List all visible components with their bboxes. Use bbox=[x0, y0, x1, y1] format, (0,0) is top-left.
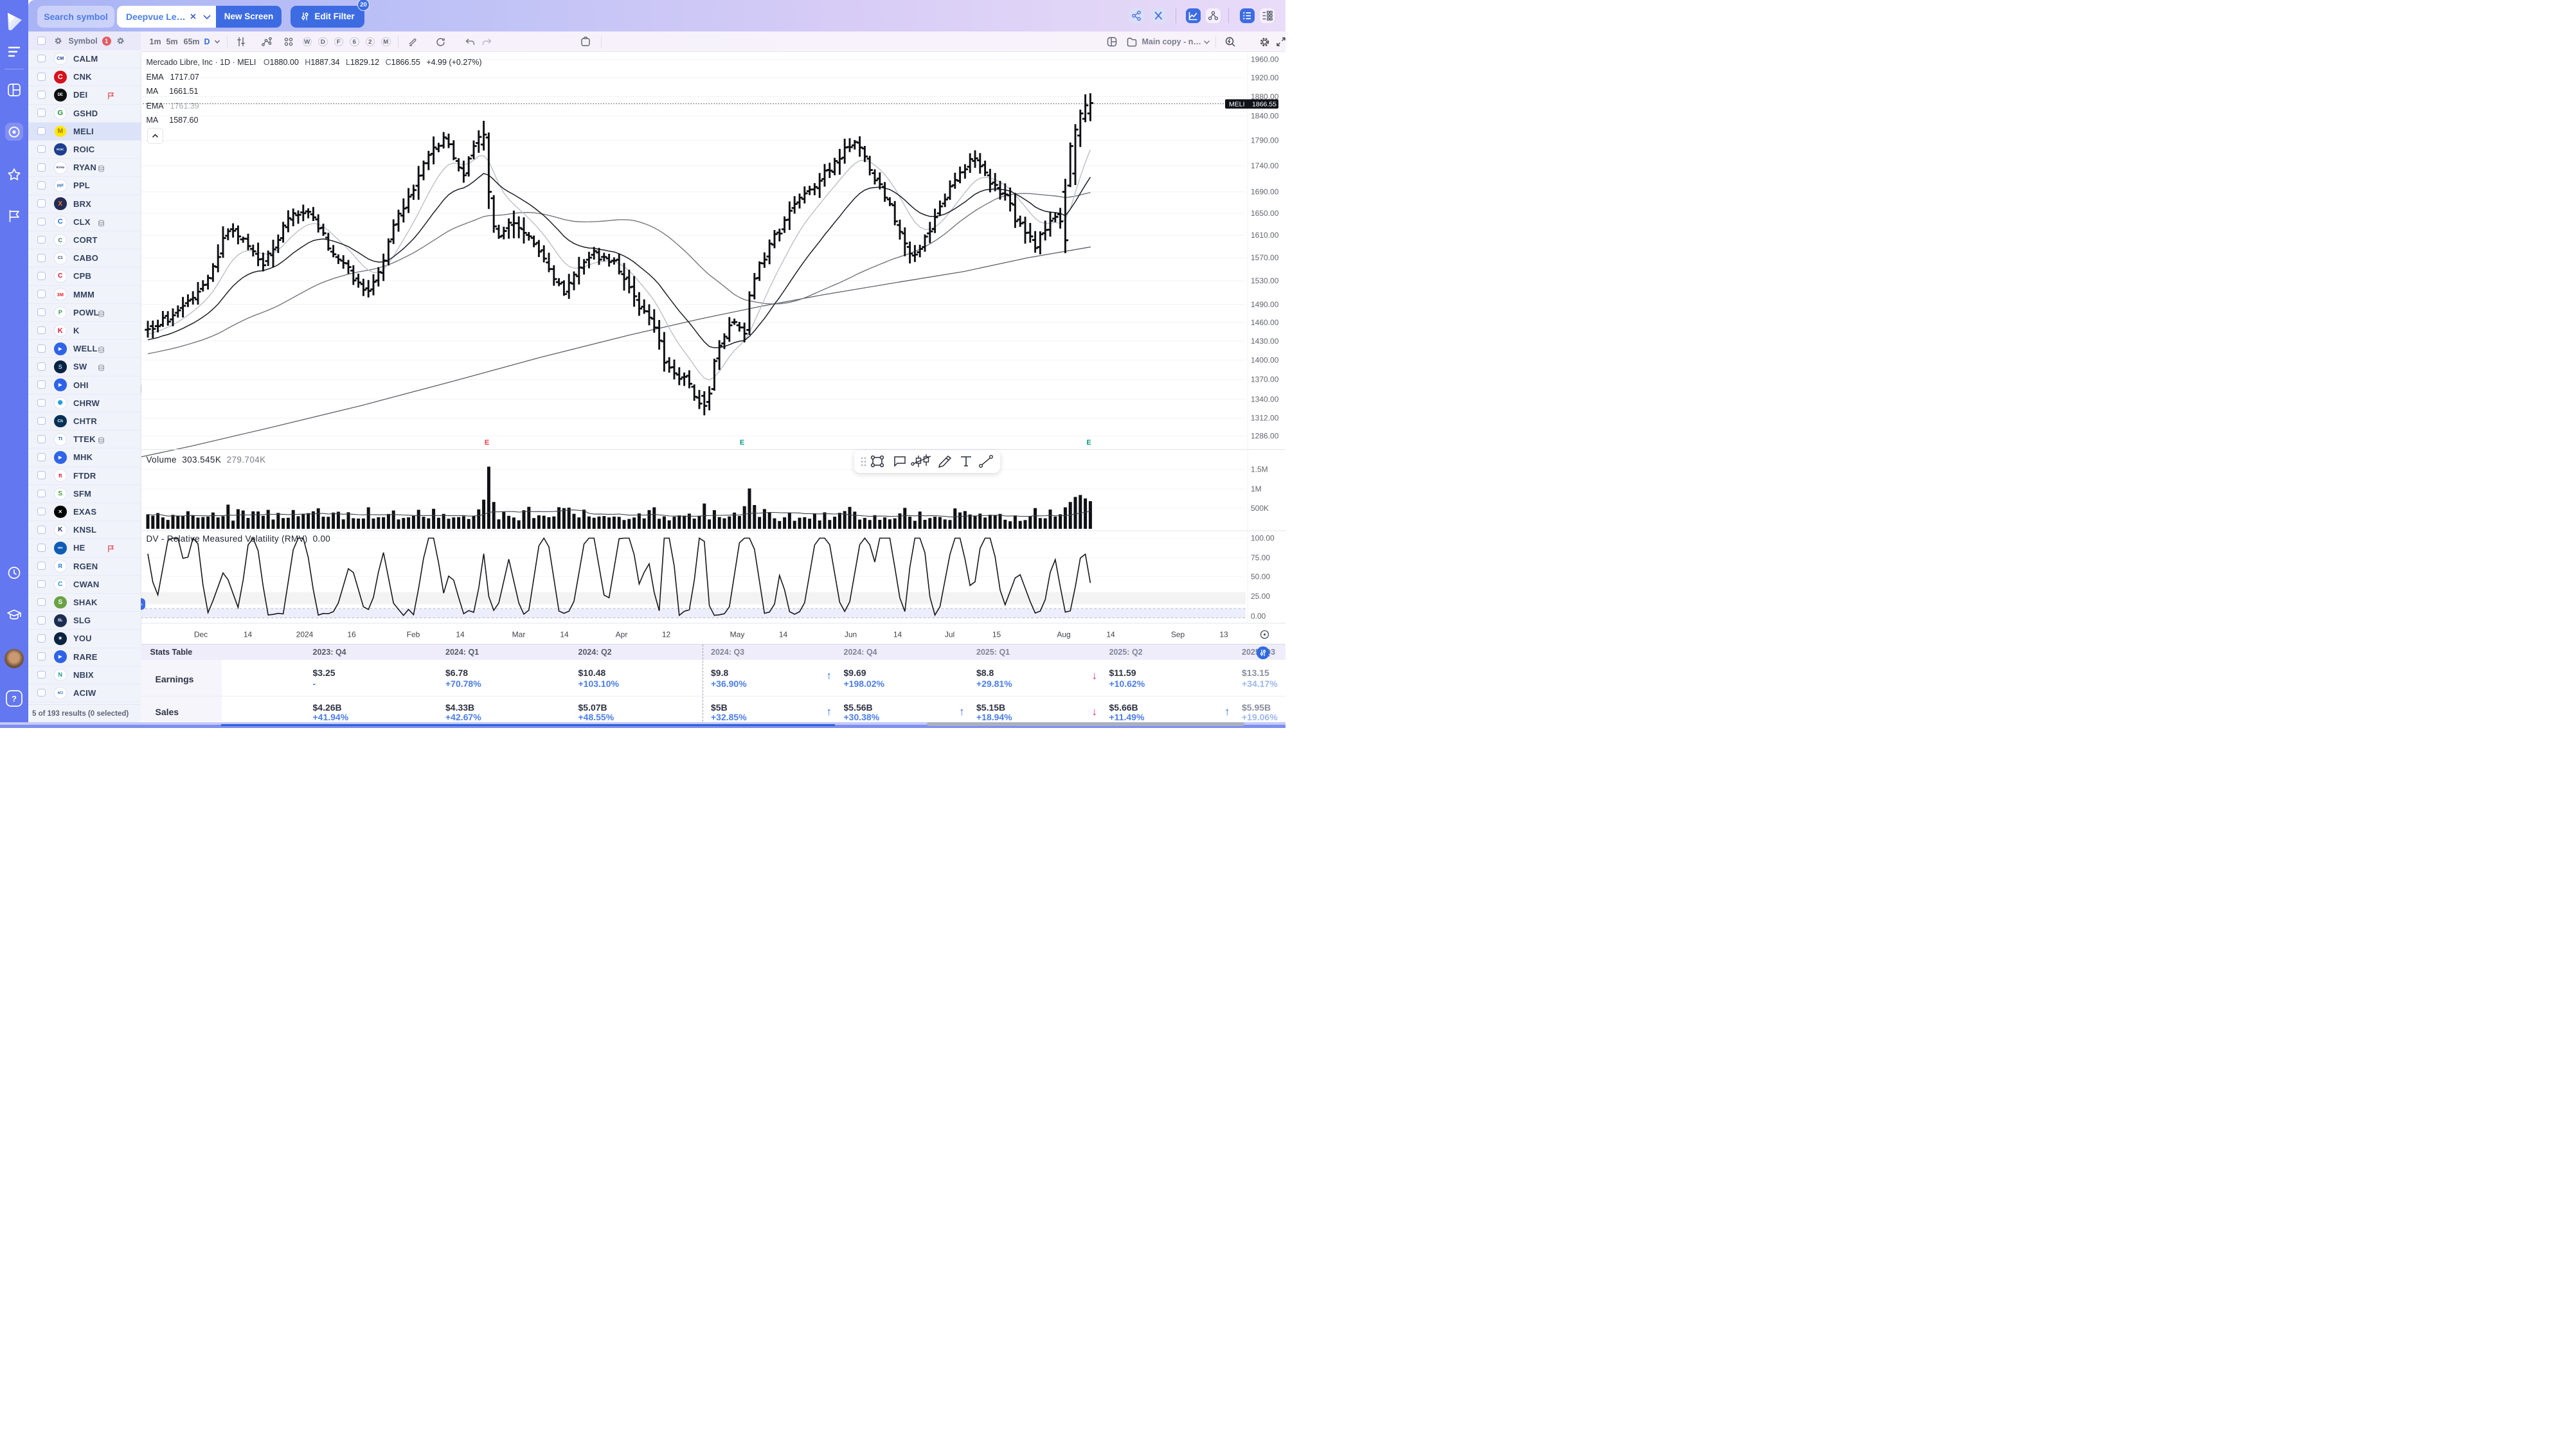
svg-text:1460.00: 1460.00 bbox=[1251, 318, 1279, 327]
svg-text:1.5M: 1.5M bbox=[1251, 465, 1268, 474]
svg-text:1312.00: 1312.00 bbox=[1251, 414, 1279, 423]
svg-text:13: 13 bbox=[1219, 630, 1228, 639]
svg-text:1M: 1M bbox=[1251, 484, 1262, 493]
svg-text:Aug: Aug bbox=[1057, 630, 1070, 639]
svg-text:16: 16 bbox=[347, 630, 356, 639]
svg-text:Jun: Jun bbox=[845, 630, 857, 639]
svg-text:Jul: Jul bbox=[945, 630, 954, 639]
svg-text:25.00: 25.00 bbox=[1251, 592, 1270, 601]
svg-text:50.00: 50.00 bbox=[1251, 573, 1270, 582]
svg-text:Apr: Apr bbox=[616, 630, 628, 639]
svg-text:14: 14 bbox=[1106, 630, 1115, 639]
svg-text:1610.00: 1610.00 bbox=[1251, 231, 1279, 240]
svg-text:1530.00: 1530.00 bbox=[1251, 276, 1279, 285]
svg-text:1740.00: 1740.00 bbox=[1251, 161, 1279, 170]
svg-text:100.00: 100.00 bbox=[1251, 534, 1275, 543]
svg-text:1370.00: 1370.00 bbox=[1251, 375, 1279, 384]
svg-text:E: E bbox=[485, 439, 489, 447]
svg-text:1570.00: 1570.00 bbox=[1251, 253, 1279, 262]
svg-text:14: 14 bbox=[893, 630, 902, 639]
svg-text:Mar: Mar bbox=[512, 630, 526, 639]
svg-text:0.00: 0.00 bbox=[1251, 612, 1266, 621]
svg-text:1866.55: 1866.55 bbox=[1252, 101, 1277, 109]
svg-text:12: 12 bbox=[662, 630, 671, 639]
svg-text:1430.00: 1430.00 bbox=[1251, 337, 1279, 346]
svg-text:1650.00: 1650.00 bbox=[1251, 209, 1279, 218]
svg-text:1920.00: 1920.00 bbox=[1251, 73, 1279, 82]
svg-text:15: 15 bbox=[992, 630, 1001, 639]
svg-text:May: May bbox=[730, 630, 745, 639]
svg-text:1840.00: 1840.00 bbox=[1251, 111, 1279, 120]
svg-text:Sep: Sep bbox=[1171, 630, 1185, 639]
svg-text:14: 14 bbox=[244, 630, 253, 639]
svg-text:1286.00: 1286.00 bbox=[1251, 432, 1279, 441]
svg-text:E: E bbox=[1086, 439, 1091, 447]
svg-text:E: E bbox=[740, 439, 744, 447]
svg-text:Dec: Dec bbox=[194, 630, 208, 639]
svg-text:MELI: MELI bbox=[1229, 101, 1245, 109]
svg-text:1690.00: 1690.00 bbox=[1251, 188, 1279, 197]
svg-text:1790.00: 1790.00 bbox=[1251, 136, 1279, 145]
svg-text:14: 14 bbox=[779, 630, 788, 639]
svg-text:?: ? bbox=[12, 694, 17, 704]
svg-text:2024: 2024 bbox=[296, 630, 314, 639]
svg-text:14: 14 bbox=[560, 630, 569, 639]
svg-text:Feb: Feb bbox=[407, 630, 420, 639]
svg-text:1880.00: 1880.00 bbox=[1251, 93, 1279, 102]
svg-text:1490.00: 1490.00 bbox=[1251, 300, 1279, 309]
svg-text:1400.00: 1400.00 bbox=[1251, 355, 1279, 364]
svg-text:1960.00: 1960.00 bbox=[1251, 55, 1279, 64]
svg-text:14: 14 bbox=[456, 630, 465, 639]
svg-text:1340.00: 1340.00 bbox=[1251, 395, 1279, 404]
svg-text:500K: 500K bbox=[1251, 504, 1269, 513]
svg-text:75.00: 75.00 bbox=[1251, 553, 1270, 562]
